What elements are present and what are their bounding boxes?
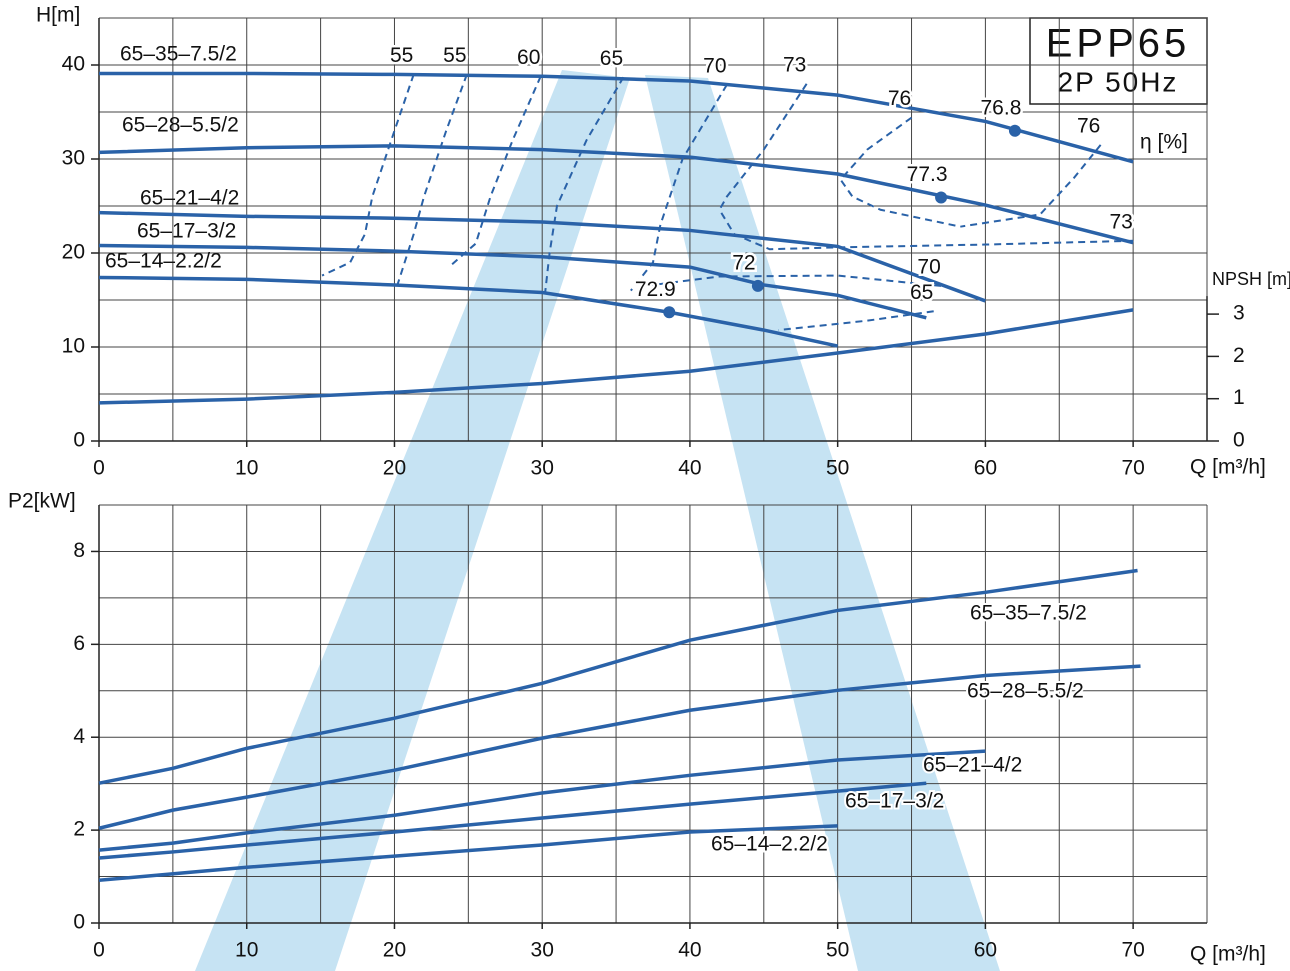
efficiency-value: 76.8 bbox=[981, 96, 1022, 119]
y2-tick-label: 1 bbox=[1233, 386, 1245, 409]
x-tick-label: 40 bbox=[678, 939, 701, 962]
efficiency-curve bbox=[718, 83, 808, 211]
efficiency-value: 73 bbox=[783, 53, 806, 76]
curve-label: 65–17–3/2 bbox=[845, 790, 944, 813]
efficiency-curve bbox=[544, 76, 625, 293]
y-tick-label: 0 bbox=[73, 911, 85, 934]
x-tick-label: 70 bbox=[1121, 939, 1144, 962]
x-axis-label: Q [m³/h] bbox=[1190, 943, 1266, 966]
efficiency-value: 76 bbox=[1077, 114, 1100, 137]
best-efficiency-point bbox=[663, 306, 676, 319]
curve bbox=[98, 824, 838, 883]
efficiency-curve bbox=[839, 116, 961, 228]
watermark bbox=[195, 70, 1000, 971]
y-tick-label: 40 bbox=[62, 53, 85, 76]
best-efficiency-point bbox=[935, 191, 948, 204]
x-tick-label: 50 bbox=[826, 939, 849, 962]
efficiency-value: 76 bbox=[888, 87, 911, 110]
y2-axis-label: NPSH [m] bbox=[1212, 269, 1290, 289]
efficiency-value: 70 bbox=[703, 54, 726, 77]
y-tick-label: 20 bbox=[62, 241, 85, 264]
curve-label: 65–21–4/2 bbox=[140, 187, 239, 210]
curve bbox=[98, 749, 986, 852]
curve bbox=[98, 210, 987, 303]
y-tick-label: 0 bbox=[73, 429, 85, 452]
efficiency-curve bbox=[321, 74, 415, 277]
y2-tick-label: 0 bbox=[1233, 429, 1245, 452]
x-tick-label: 70 bbox=[1121, 457, 1144, 480]
chart-title: EPP65 bbox=[1046, 22, 1191, 66]
x-tick-label: 20 bbox=[383, 457, 406, 480]
x-tick-label: 30 bbox=[531, 457, 554, 480]
x-tick-label: 10 bbox=[235, 457, 258, 480]
efficiency-value: 72 bbox=[732, 251, 755, 274]
curve bbox=[98, 781, 927, 860]
curve bbox=[98, 243, 927, 320]
efficiency-value: 55 bbox=[390, 44, 413, 67]
y-tick-label: 8 bbox=[73, 539, 85, 562]
curve-label: 65–35–7.5/2 bbox=[120, 43, 237, 66]
curve-label: 65–14–2.2/2 bbox=[105, 250, 222, 273]
y-tick-label: 10 bbox=[62, 335, 85, 358]
efficiency-value: 73 bbox=[1109, 210, 1132, 233]
x-tick-label: 0 bbox=[93, 457, 105, 480]
x-tick-label: 30 bbox=[531, 939, 554, 962]
best-efficiency-point bbox=[751, 279, 764, 292]
efficiency-curve bbox=[778, 310, 934, 332]
chart-subtitle: 2P 50Hz bbox=[1058, 66, 1179, 97]
efficiency-value: 55 bbox=[443, 44, 466, 67]
y-tick-label: 2 bbox=[73, 818, 85, 841]
curve bbox=[98, 568, 1138, 785]
efficiency-value: 77.3 bbox=[907, 163, 948, 186]
curve-label: 65–21–4/2 bbox=[923, 754, 1022, 777]
x-axis-label: Q [m³/h] bbox=[1190, 456, 1266, 479]
efficiency-value: 65 bbox=[600, 47, 623, 70]
y-axis-label: P2[kW] bbox=[8, 490, 76, 513]
efficiency-value: 65 bbox=[910, 281, 933, 304]
x-tick-label: 60 bbox=[974, 457, 997, 480]
y-axis-label: H[m] bbox=[36, 4, 80, 27]
efficiency-value: 70 bbox=[917, 255, 940, 278]
curve bbox=[98, 308, 1134, 405]
y2-tick-label: 3 bbox=[1233, 302, 1245, 325]
curve-label: 65–35–7.5/2 bbox=[970, 602, 1087, 625]
x-tick-label: 0 bbox=[93, 939, 105, 962]
curve-label: 65–28–5.5/2 bbox=[122, 114, 239, 137]
x-tick-label: 40 bbox=[678, 457, 701, 480]
efficiency-value: 72.9 bbox=[635, 278, 676, 301]
y-tick-label: 4 bbox=[73, 725, 85, 748]
efficiency-curve bbox=[645, 274, 942, 287]
curve-label: 65–28–5.5/2 bbox=[967, 680, 1084, 703]
x-tick-label: 60 bbox=[974, 939, 997, 962]
efficiency-label: η [%] bbox=[1140, 131, 1188, 154]
efficiency-value: 60 bbox=[517, 46, 540, 69]
curve bbox=[99, 71, 1134, 164]
curve bbox=[98, 275, 839, 348]
best-efficiency-point bbox=[1008, 124, 1021, 137]
efficiency-curve bbox=[960, 144, 1102, 228]
x-tick-label: 50 bbox=[826, 457, 849, 480]
y-tick-label: 6 bbox=[73, 632, 85, 655]
x-tick-label: 10 bbox=[235, 939, 258, 962]
efficiency-curve bbox=[718, 209, 1134, 251]
curve-label: 65–14–2.2/2 bbox=[711, 833, 828, 856]
efficiency-curve bbox=[396, 74, 468, 286]
x-tick-label: 20 bbox=[383, 939, 406, 962]
curve bbox=[98, 664, 1141, 830]
curve bbox=[98, 144, 1134, 245]
y2-tick-label: 2 bbox=[1233, 344, 1245, 367]
efficiency-curve bbox=[630, 84, 728, 292]
watermark-leg bbox=[195, 70, 630, 971]
y-tick-label: 30 bbox=[62, 147, 85, 170]
curve-label: 65–17–3/2 bbox=[137, 220, 236, 243]
